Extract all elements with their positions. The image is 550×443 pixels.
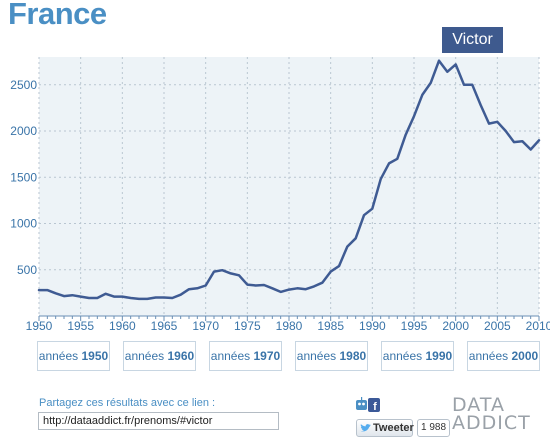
share-label: Partagez ces résultats avec ce lien : bbox=[39, 397, 216, 409]
decade-button-1950[interactable]: années 1950 bbox=[37, 341, 110, 371]
x-tick-label: 1955 bbox=[67, 319, 94, 333]
decade-button-1960[interactable]: années 1960 bbox=[123, 341, 196, 371]
decade-year: 1990 bbox=[425, 349, 453, 363]
decade-button-1980[interactable]: années 1980 bbox=[295, 341, 368, 371]
decade-prefix: années bbox=[210, 349, 251, 363]
tweet-button[interactable]: Tweeter bbox=[356, 419, 414, 437]
x-tick-label: 1995 bbox=[401, 319, 428, 333]
name-badge: Victor bbox=[442, 27, 503, 53]
decade-button-1990[interactable]: années 1990 bbox=[381, 341, 454, 371]
y-tick-label: 1000 bbox=[10, 217, 37, 231]
decade-prefix: années bbox=[124, 349, 165, 363]
svg-text:f: f bbox=[373, 401, 377, 413]
x-tick-label: 2000 bbox=[442, 319, 469, 333]
series-line-victor bbox=[37, 59, 541, 301]
decade-year: 1970 bbox=[253, 349, 281, 363]
decade-prefix: années bbox=[38, 349, 79, 363]
x-tick-label: 1950 bbox=[26, 319, 53, 333]
line-chart: 1950 1955 1960 1965 1970 1975 1980 1985 1990 1995… bbox=[10, 57, 550, 333]
share-link-field[interactable] bbox=[38, 412, 279, 430]
x-tick-label: 2010 bbox=[526, 319, 550, 333]
x-tick-label: 1965 bbox=[151, 319, 178, 333]
x-tick-label: 2005 bbox=[484, 319, 511, 333]
x-tick-label: 1980 bbox=[276, 319, 303, 333]
y-tick-label: 2500 bbox=[10, 78, 37, 92]
decade-button-2000[interactable]: années 2000 bbox=[467, 341, 540, 371]
decade-year: 1960 bbox=[167, 349, 195, 363]
x-tick-label: 1990 bbox=[359, 319, 386, 333]
logo-line-1: DATA bbox=[452, 394, 505, 416]
x-tick-label: 1960 bbox=[109, 319, 136, 333]
social-icons: f bbox=[356, 397, 380, 413]
page-title: France bbox=[8, 0, 107, 31]
tweet-count: 1 988 bbox=[417, 419, 450, 437]
robot-icon[interactable] bbox=[356, 397, 367, 410]
y-tick-label: 500 bbox=[17, 263, 37, 277]
twitter-bird-icon bbox=[360, 424, 371, 432]
decade-prefix: années bbox=[468, 349, 509, 363]
x-tick-label: 1985 bbox=[317, 319, 344, 333]
facebook-icon[interactable]: f bbox=[368, 398, 380, 413]
data-addict-logo: DATA ADDICT bbox=[452, 394, 548, 434]
decade-selector: années 1950 années 1960 années 1970 anné… bbox=[37, 341, 542, 373]
y-tick-label: 1500 bbox=[10, 170, 37, 184]
decade-button-1970[interactable]: années 1970 bbox=[209, 341, 282, 371]
x-tick-label: 1975 bbox=[234, 319, 261, 333]
decade-prefix: années bbox=[296, 349, 337, 363]
decade-year: 1950 bbox=[81, 349, 109, 363]
x-tick-label: 1970 bbox=[192, 319, 219, 333]
tweet-label: Tweeter bbox=[373, 422, 414, 434]
decade-year: 2000 bbox=[511, 349, 539, 363]
y-tick-label: 2000 bbox=[10, 124, 37, 138]
decade-year: 1980 bbox=[339, 349, 367, 363]
decade-prefix: années bbox=[382, 349, 423, 363]
logo-line-2: ADDICT bbox=[452, 412, 531, 434]
